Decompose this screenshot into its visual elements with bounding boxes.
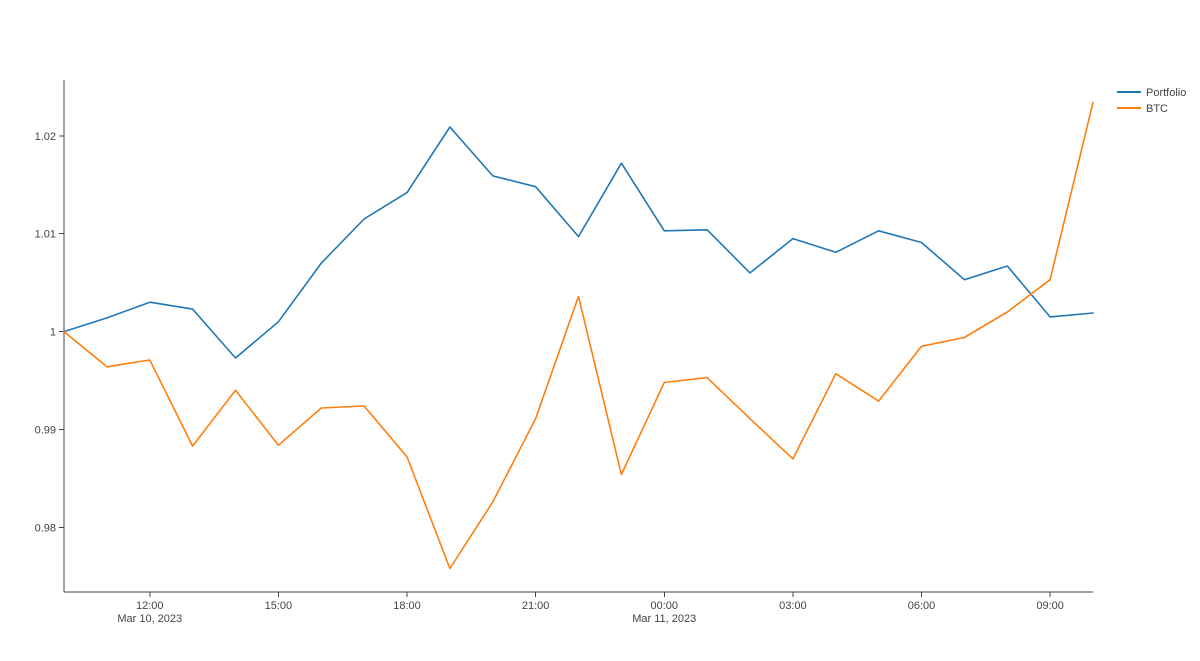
x-tick-label: 12:00	[136, 600, 164, 612]
data-point[interactable]	[919, 344, 924, 349]
data-point[interactable]	[1005, 264, 1010, 269]
data-point[interactable]	[576, 294, 581, 299]
x-tick-label: 21:00	[522, 600, 550, 612]
data-point[interactable]	[662, 380, 667, 385]
data-point[interactable]	[104, 364, 109, 369]
legend-label: Portfolio	[1146, 87, 1186, 99]
data-point[interactable]	[833, 250, 838, 255]
data-point[interactable]	[1048, 314, 1053, 319]
data-point[interactable]	[662, 228, 667, 233]
data-point[interactable]	[619, 161, 624, 166]
data-point[interactable]	[919, 240, 924, 245]
data-point[interactable]	[147, 300, 152, 305]
data-point[interactable]	[447, 566, 452, 571]
data-point[interactable]	[276, 319, 281, 324]
data-point[interactable]	[490, 173, 495, 178]
axes	[63, 80, 1093, 593]
data-point[interactable]	[276, 443, 281, 448]
series-lines	[62, 100, 1096, 571]
x-tick-label: 06:00	[908, 600, 936, 612]
data-point[interactable]	[104, 315, 109, 320]
y-axis-ticks: 0.98 0.99 1 1.01 1.02	[35, 131, 64, 534]
legend[interactable]: Portfolio BTC	[1117, 87, 1186, 115]
data-point[interactable]	[319, 261, 324, 266]
data-point[interactable]	[405, 454, 410, 459]
x-tick-label: 03:00	[779, 600, 807, 612]
data-point[interactable]	[705, 227, 710, 232]
data-point[interactable]	[147, 357, 152, 362]
data-point[interactable]	[190, 307, 195, 312]
x-tick-label: 09:00	[1036, 600, 1064, 612]
data-point[interactable]	[405, 190, 410, 195]
data-point[interactable]	[619, 472, 624, 477]
data-point[interactable]	[790, 456, 795, 461]
legend-item-btc[interactable]: BTC	[1117, 103, 1168, 115]
data-point[interactable]	[362, 217, 367, 222]
y-tick-label: 1	[50, 327, 56, 339]
data-point[interactable]	[533, 416, 538, 421]
data-point[interactable]	[748, 270, 753, 275]
x-tick-label: 00:00	[650, 600, 678, 612]
data-point[interactable]	[705, 375, 710, 380]
data-point[interactable]	[833, 371, 838, 376]
data-point[interactable]	[876, 228, 881, 233]
data-point[interactable]	[362, 403, 367, 408]
data-point[interactable]	[447, 124, 452, 129]
data-point[interactable]	[1005, 310, 1010, 315]
series-points-portfolio	[62, 124, 1096, 360]
y-tick-label: 1.02	[35, 131, 56, 143]
x-tick-date-label: Mar 10, 2023	[117, 613, 182, 625]
data-point[interactable]	[576, 234, 581, 239]
x-tick-date-label: Mar 11, 2023	[632, 613, 696, 625]
y-tick-label: 0.99	[35, 424, 56, 436]
data-point[interactable]	[490, 499, 495, 504]
data-point[interactable]	[962, 335, 967, 340]
data-point[interactable]	[876, 399, 881, 404]
data-point[interactable]	[233, 388, 238, 393]
y-tick-label: 0.98	[35, 522, 56, 534]
data-point[interactable]	[962, 277, 967, 282]
data-point[interactable]	[533, 184, 538, 189]
data-point[interactable]	[62, 329, 67, 334]
y-tick-label: 1.01	[35, 229, 56, 241]
data-point[interactable]	[1048, 277, 1053, 282]
data-point[interactable]	[790, 236, 795, 241]
x-tick-label: 15:00	[265, 600, 293, 612]
legend-item-portfolio[interactable]: Portfolio	[1117, 87, 1186, 99]
x-tick-label: 18:00	[393, 600, 421, 612]
data-point[interactable]	[1091, 310, 1096, 315]
series-line-portfolio[interactable]	[63, 126, 1094, 359]
legend-label: BTC	[1146, 103, 1168, 115]
data-point[interactable]	[748, 416, 753, 421]
data-point[interactable]	[233, 356, 238, 361]
data-point[interactable]	[319, 405, 324, 410]
series-line-btc[interactable]	[63, 101, 1094, 570]
data-point[interactable]	[190, 444, 195, 449]
data-point[interactable]	[1091, 100, 1096, 105]
